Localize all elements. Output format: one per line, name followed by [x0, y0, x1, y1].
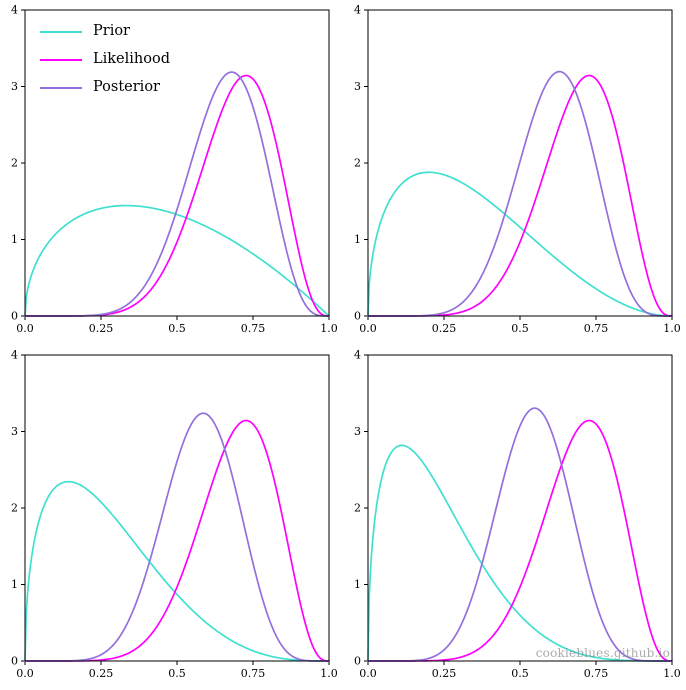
x-axis-tick-label: 0.5: [168, 667, 186, 680]
axes-box: [367, 354, 673, 662]
subplot-top-right: 0.0 0.25 0.5 0.75 1.0 0 1 2 3 4: [343, 0, 686, 345]
axes-box: [24, 354, 330, 662]
x-axis-tick-label: 0.5: [511, 667, 529, 680]
x-axis-tick-label: 1.0: [320, 322, 338, 335]
prior-curve: [24, 204, 330, 317]
y-axis-tick-label: 0: [354, 310, 361, 323]
x-axis-tick-label: 0.25: [89, 667, 114, 680]
y-axis-tick-label: 3: [354, 80, 361, 93]
x-axis-tick-label: 0.75: [584, 667, 609, 680]
prior-curve: [367, 171, 673, 317]
plot-area: 0.0 0.25 0.5 0.75 1.0 0 1 2 3 4: [354, 349, 681, 681]
x-axis-tick-label: 1.0: [663, 322, 681, 335]
subplot-bottom-right: 0.0 0.25 0.5 0.75 1.0 0 1 2 3 4 cookieblues.githu…: [343, 345, 686, 690]
legend-entry-likelihood: Likelihood: [40, 50, 170, 69]
y-axis-tick-label: 4: [11, 4, 18, 17]
y-axis-tick-label: 3: [11, 425, 18, 438]
plot-area: 0.0 0.25 0.5 0.75 1.0 0 1 2 3 4: [11, 4, 338, 336]
x-axis-tick-label: 0.0: [359, 667, 377, 680]
x-axis-tick-label: 0.5: [511, 322, 529, 335]
y-axis-tick-label: 1: [354, 578, 361, 591]
x-axis-tick-label: 0.0: [359, 322, 377, 335]
axes-box: [24, 9, 330, 317]
posterior-curve: [367, 70, 673, 317]
legend-label: Likelihood: [93, 51, 170, 68]
y-axis-tick-label: 4: [11, 349, 18, 362]
legend-entry-prior: Prior: [40, 22, 170, 41]
x-axis-tick-label: 0.25: [432, 667, 457, 680]
plot-area: 0.0 0.25 0.5 0.75 1.0 0 1 2 3 4: [11, 349, 338, 681]
y-axis-tick-label: 4: [354, 349, 361, 362]
y-axis-tick-label: 0: [11, 310, 18, 323]
likelihood-curve: [24, 74, 330, 317]
posterior-curve: [24, 412, 330, 662]
axes-box: [367, 9, 673, 317]
x-axis-tick-label: 0.25: [89, 322, 114, 335]
x-axis-tick-label: 0.0: [16, 667, 34, 680]
posterior-line-swatch-icon: [40, 86, 82, 89]
x-axis-tick-label: 1.0: [320, 667, 338, 680]
likelihood-line-swatch-icon: [40, 58, 82, 61]
y-axis-tick-label: 0: [11, 655, 18, 668]
y-axis-tick-label: 3: [11, 80, 18, 93]
legend-label: Prior: [93, 23, 130, 40]
prior-curve: [24, 480, 330, 662]
posterior-curve: [24, 71, 330, 317]
plot-area: 0.0 0.25 0.5 0.75 1.0 0 1 2 3 4: [354, 4, 681, 336]
y-axis-tick-label: 2: [354, 157, 361, 170]
posterior-curve: [367, 407, 673, 662]
y-axis-tick-label: 2: [11, 157, 18, 170]
x-axis-tick-label: 0.75: [241, 322, 266, 335]
y-axis-tick-label: 1: [11, 578, 18, 591]
likelihood-curve: [367, 419, 673, 662]
prior-line-swatch-icon: [40, 30, 82, 33]
y-axis-tick-label: 4: [354, 4, 361, 17]
subplot-top-left: 0.0 0.25 0.5 0.75 1.0 0 1 2 3 4 Prior Likelihood Po…: [0, 0, 343, 345]
legend-entry-posterior: Posterior: [40, 78, 170, 97]
watermark: cookieblues.github.io: [535, 646, 670, 660]
x-axis-tick-label: 0.75: [584, 322, 609, 335]
y-axis-tick-label: 0: [354, 655, 361, 668]
subplot-bottom-left: 0.0 0.25 0.5 0.75 1.0 0 1 2 3 4: [0, 345, 343, 690]
x-axis-tick-label: 0.5: [168, 322, 186, 335]
prior-curve: [367, 444, 673, 662]
y-axis-tick-label: 2: [354, 502, 361, 515]
y-axis-tick-label: 1: [354, 233, 361, 246]
x-axis-tick-label: 0.0: [16, 322, 34, 335]
legend: Prior Likelihood Posterior: [40, 22, 170, 97]
y-axis-tick-label: 3: [354, 425, 361, 438]
legend-label: Posterior: [93, 79, 160, 96]
x-axis-tick-label: 1.0: [663, 667, 681, 680]
x-axis-tick-label: 0.75: [241, 667, 266, 680]
x-axis-tick-label: 0.25: [432, 322, 457, 335]
y-axis-tick-label: 1: [11, 233, 18, 246]
likelihood-curve: [24, 419, 330, 662]
y-axis-tick-label: 2: [11, 502, 18, 515]
